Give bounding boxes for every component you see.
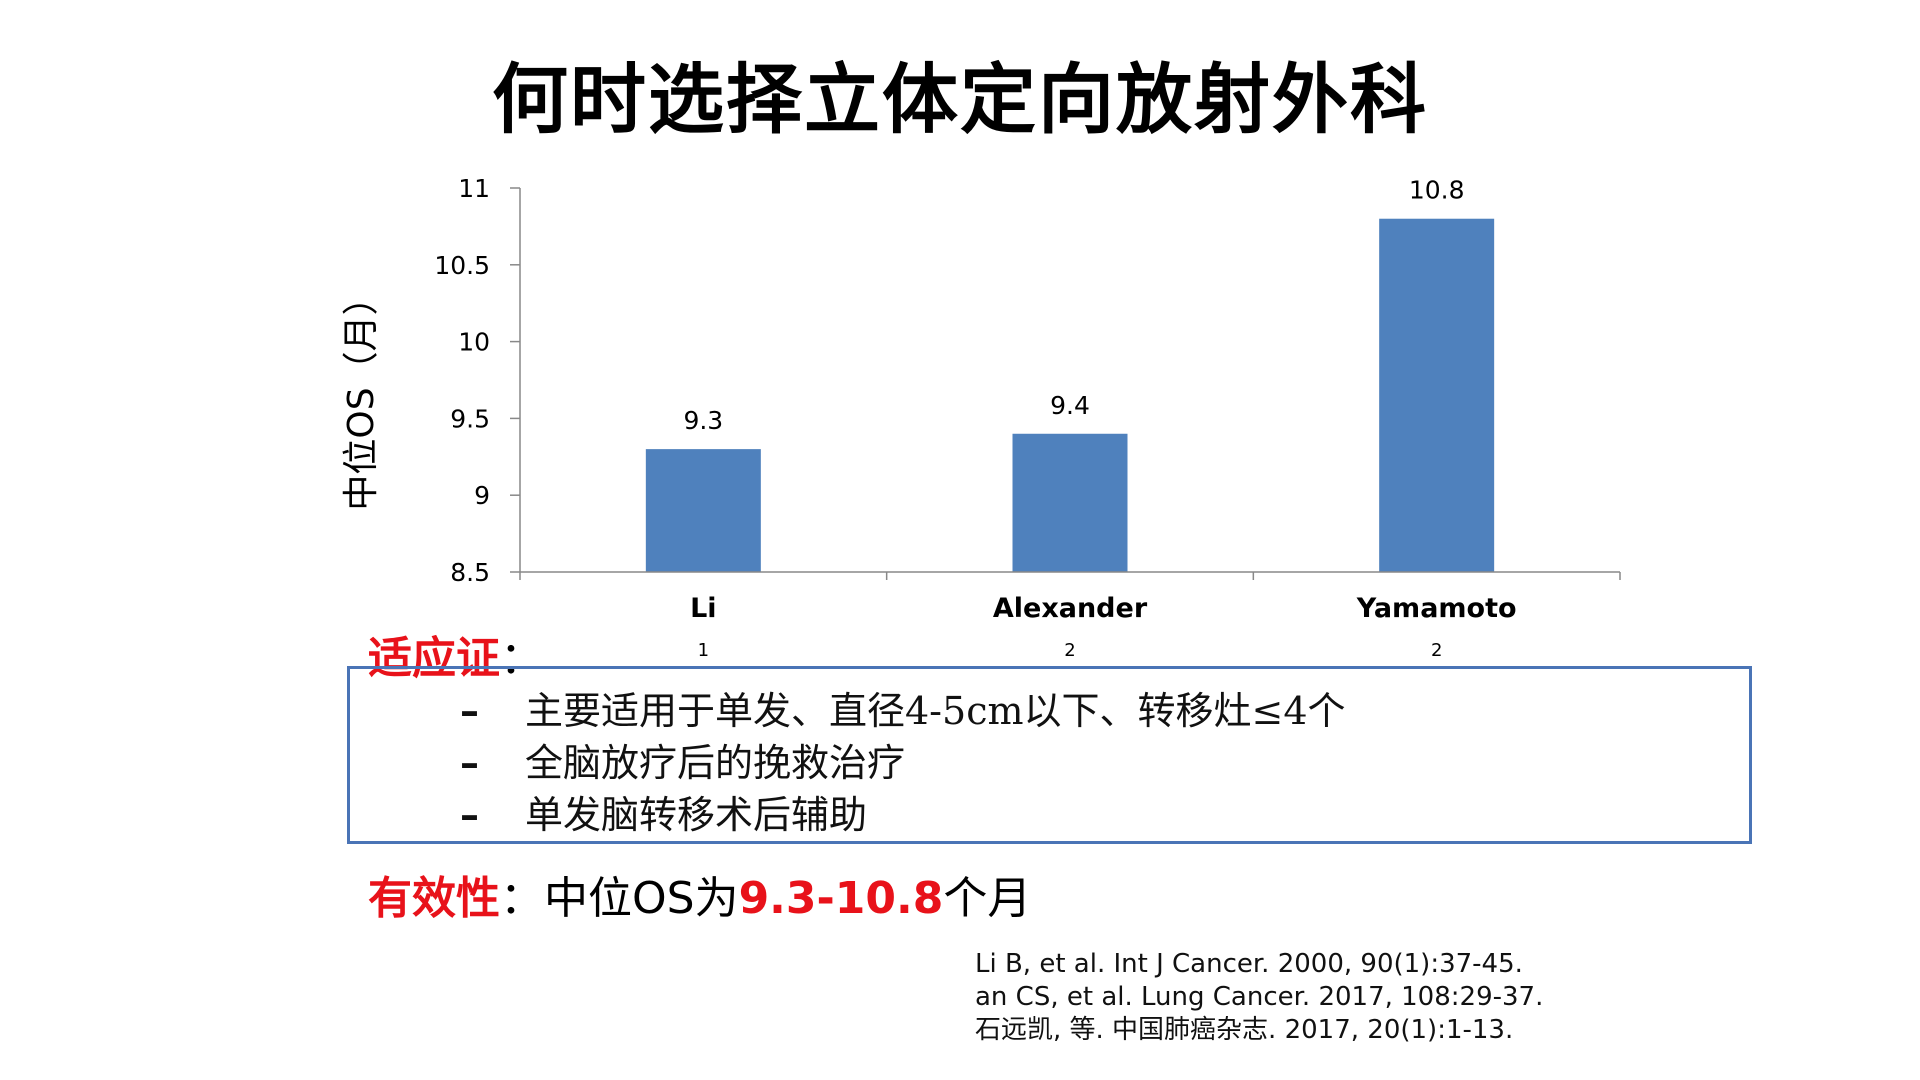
y-tick-label: 11 — [458, 174, 490, 203]
indication-item-text: 主要适用于单发、直径4-5cm以下、转移灶≤4个 — [525, 689, 1346, 733]
list-item: – 全脑放疗后的挽救治疗 — [460, 737, 1346, 789]
efficacy-text-before: 中位OS为 — [544, 873, 739, 924]
reference-item: Li B, et al. Int J Cancer. 2000, 90(1):3… — [975, 949, 1523, 979]
y-tick-label: 9.5 — [450, 404, 490, 433]
data-label: 10.8 — [1409, 176, 1465, 205]
y-tick-label: 10.5 — [434, 251, 490, 280]
indication-box: – 主要适用于单发、直径4-5cm以下、转移灶≤4个 – 全脑放疗后的挽救治疗 – 单… — [347, 666, 1752, 844]
efficacy-colon: ： — [500, 873, 544, 924]
data-label: 9.3 — [683, 406, 723, 435]
x-category-note: 2 — [1431, 640, 1442, 661]
indication-label: 适应证 — [368, 633, 500, 684]
indication-item-text: 全脑放疗后的挽救治疗 — [525, 741, 906, 785]
x-category-note: 1 — [698, 640, 709, 661]
y-tick-label: 9 — [474, 481, 490, 510]
reference-item: 石远凯, 等. 中国肺癌杂志. 2017, 20(1):1-13. — [975, 1015, 1514, 1045]
x-category-label: Li — [690, 593, 716, 624]
efficacy-line: 有效性：中位OS为9.3-10.8个月 — [368, 862, 1031, 926]
x-category-note: 2 — [1064, 640, 1075, 661]
list-dash: – — [460, 741, 479, 785]
data-label: 9.4 — [1050, 391, 1090, 420]
bar-chart: 中位OS（月） 8.5 9 9.5 10 10.5 11 9.3 Li 1 9.4 Alexand… — [341, 174, 1621, 661]
indication-list: – 主要适用于单发、直径4-5cm以下、转移灶≤4个 – 全脑放疗后的挽救治疗 – 单… — [460, 685, 1346, 841]
y-tick-label: 10 — [458, 328, 490, 357]
y-axis-title: 中位OS（月） — [341, 279, 382, 510]
indication-item-text: 单发脑转移术后辅助 — [525, 793, 868, 837]
y-tick-label: 8.5 — [450, 558, 490, 587]
list-item: – 单发脑转移术后辅助 — [460, 789, 1346, 841]
indication-colon: ： — [500, 633, 544, 684]
references: Li B, et al. Int J Cancer. 2000, 90(1):3… — [975, 948, 1543, 1047]
bar-alexander — [1012, 433, 1128, 572]
reference-item: an CS, et al. Lung Cancer. 2017, 108:29-… — [975, 982, 1544, 1012]
list-dash: – — [460, 689, 479, 733]
indication-heading: 适应证： — [368, 622, 544, 686]
bar-yamamoto — [1379, 218, 1495, 572]
list-dash: – — [460, 793, 479, 837]
efficacy-range: 9.3-10.8 — [738, 873, 944, 924]
x-category-label: Yamamoto — [1356, 593, 1517, 624]
x-category-label: Alexander — [993, 593, 1148, 624]
slide-title: 何时选择立体定向放射外科 — [492, 55, 1428, 144]
bar-li — [645, 449, 761, 572]
efficacy-text-after: 个月 — [943, 873, 1032, 924]
list-item: – 主要适用于单发、直径4-5cm以下、转移灶≤4个 — [460, 685, 1346, 737]
efficacy-label: 有效性 — [368, 873, 500, 924]
